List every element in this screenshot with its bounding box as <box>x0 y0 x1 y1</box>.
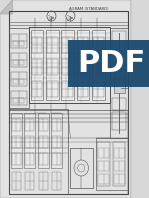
Bar <box>92 30 105 100</box>
Bar <box>97 142 110 186</box>
Bar <box>52 136 61 148</box>
Bar <box>12 136 21 148</box>
Bar <box>19 98 24 103</box>
Bar <box>46 30 59 100</box>
Bar <box>93 81 104 97</box>
Bar <box>98 174 109 184</box>
Bar <box>11 113 22 168</box>
Bar <box>25 136 34 148</box>
Bar <box>13 98 18 103</box>
Text: PDF: PDF <box>77 49 146 78</box>
Bar <box>52 119 61 131</box>
Bar <box>51 113 62 168</box>
Bar <box>70 148 93 188</box>
Bar <box>19 41 24 46</box>
Bar <box>52 172 61 190</box>
Bar <box>25 172 34 190</box>
Bar <box>19 79 24 84</box>
Bar <box>98 148 109 158</box>
Bar <box>93 59 104 75</box>
Bar <box>47 37 58 53</box>
Bar <box>31 30 43 100</box>
Bar <box>112 31 126 53</box>
Bar <box>98 161 109 171</box>
Bar <box>93 37 104 53</box>
Bar <box>47 81 58 97</box>
Bar <box>13 41 18 46</box>
Polygon shape <box>0 0 131 198</box>
Bar <box>96 138 128 190</box>
Bar <box>24 113 35 168</box>
Bar <box>12 153 21 165</box>
Bar <box>113 142 125 186</box>
Bar <box>11 53 27 67</box>
Bar <box>13 79 18 84</box>
Bar <box>13 60 18 65</box>
Bar <box>114 174 125 184</box>
Bar <box>9 28 29 108</box>
Bar <box>112 112 126 130</box>
Bar <box>29 27 110 103</box>
Bar <box>114 161 125 171</box>
Bar <box>11 34 27 48</box>
Bar <box>9 109 68 194</box>
Bar <box>25 153 34 165</box>
Bar <box>25 119 34 131</box>
Bar <box>62 59 73 75</box>
Bar <box>62 37 73 53</box>
Bar <box>114 148 125 158</box>
Text: AGRAM (STANDARD): AGRAM (STANDARD) <box>69 7 108 11</box>
Bar <box>12 172 21 190</box>
Bar <box>78 37 89 53</box>
Bar <box>78 81 89 97</box>
Bar <box>39 172 48 190</box>
Bar <box>112 98 126 110</box>
Bar <box>38 113 49 168</box>
Bar <box>32 59 42 75</box>
Bar <box>39 153 48 165</box>
Bar <box>78 59 89 75</box>
Bar <box>62 81 73 97</box>
Bar <box>12 119 21 131</box>
Bar <box>32 81 42 97</box>
Bar <box>19 60 24 65</box>
Bar <box>110 28 128 138</box>
Bar <box>39 119 48 131</box>
Bar <box>47 59 58 75</box>
Bar <box>52 153 61 165</box>
Bar <box>32 37 42 53</box>
Bar <box>114 65 125 93</box>
Bar <box>61 30 74 100</box>
Bar <box>11 72 27 86</box>
Bar <box>39 136 48 148</box>
Polygon shape <box>0 0 13 14</box>
Bar <box>11 91 27 105</box>
Bar <box>9 11 128 194</box>
Bar <box>77 30 89 100</box>
